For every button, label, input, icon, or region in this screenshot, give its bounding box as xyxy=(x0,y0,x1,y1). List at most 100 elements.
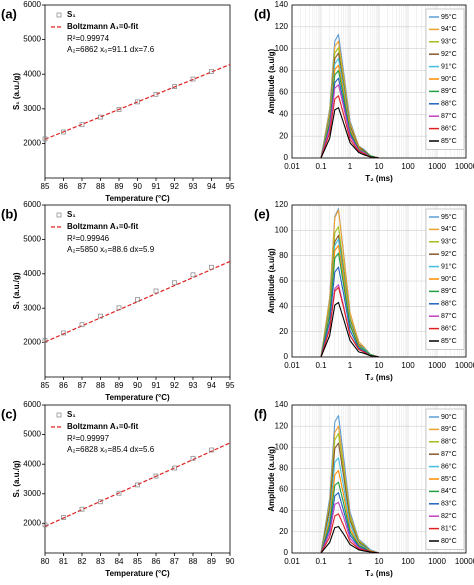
y-tick-label: 20 xyxy=(279,131,288,140)
y-tick-label: 6000 xyxy=(23,0,41,9)
x-tick-label: 0.1 xyxy=(315,162,327,171)
data-point xyxy=(98,313,103,319)
legend-marker xyxy=(56,212,62,218)
data-point xyxy=(172,84,177,90)
legend-label: 93°C xyxy=(441,38,457,46)
data-point xyxy=(153,473,159,479)
legend-label: 85°C xyxy=(441,475,457,483)
fit-line xyxy=(44,63,231,140)
legend-label: 91°C xyxy=(441,62,457,70)
y-tick-label: 100 xyxy=(275,442,289,451)
series-line xyxy=(320,526,380,554)
x-tick-label: 0.01 xyxy=(284,162,300,171)
y-tick-label: 140 xyxy=(275,0,289,9)
y-tick-label: 6000 xyxy=(23,200,41,209)
x-tick-label: 1000 xyxy=(428,557,446,566)
x-tick-label: 86 xyxy=(59,381,68,390)
fit-line xyxy=(44,442,231,527)
legend-label: 87°C xyxy=(441,112,457,120)
legend-label: 90°C xyxy=(441,275,457,283)
y-tick-label: 40 xyxy=(279,506,288,515)
legend-label: 94°C xyxy=(441,225,457,233)
annotation: R²=0.99946 xyxy=(67,234,110,243)
series-line xyxy=(320,107,380,159)
data-point xyxy=(153,91,159,97)
plot-frame xyxy=(44,4,231,179)
y-tick-label: 2000 xyxy=(23,139,41,148)
x-tick-label: 87 xyxy=(78,381,87,390)
y-tick-label: 100 xyxy=(275,225,289,234)
data-point xyxy=(153,288,159,294)
y-axis-title: S₁ (a.u./g) xyxy=(12,460,21,497)
data-point xyxy=(61,330,66,336)
x-tick-label: 1000 xyxy=(428,361,446,370)
legend-label: 83°C xyxy=(441,500,457,508)
x-tick-label: 93 xyxy=(189,182,198,191)
y-tick-label: 20 xyxy=(279,527,288,536)
fit-line xyxy=(44,260,231,343)
annotation: A₂=6828 x₀=85.4 dx=5.6 xyxy=(67,445,155,454)
y-tick-label: 5000 xyxy=(23,235,41,244)
legend-label: 89°C xyxy=(441,87,457,95)
x-tick-label: 90 xyxy=(133,182,142,191)
legend-label: 82°C xyxy=(441,512,457,520)
x-tick-label: 94 xyxy=(207,381,216,390)
legend-marker xyxy=(56,12,62,18)
x-axis-title: Temperature (°C) xyxy=(105,569,170,578)
x-axis-title: T₂ (ms) xyxy=(365,569,393,578)
y-axis-title: Amplitude (a.u/g) xyxy=(267,49,276,115)
x-tick-label: 1 xyxy=(348,361,353,370)
x-tick-label: 85 xyxy=(41,381,50,390)
x-axis-title: T₂ (ms) xyxy=(365,373,393,382)
x-tick-label: 88 xyxy=(96,381,105,390)
y-tick-label: 3000 xyxy=(23,303,41,312)
data-point xyxy=(79,322,85,328)
legend-label: 87°C xyxy=(441,450,457,458)
y-tick-label: 120 xyxy=(275,421,289,430)
x-tick-label: 89 xyxy=(207,557,216,566)
series-line xyxy=(320,70,380,159)
panel-label: (d) xyxy=(254,6,271,21)
y-tick-label: 5000 xyxy=(23,35,41,44)
legend-label: Boltzmann A₁=0-fit xyxy=(67,222,139,231)
data-point xyxy=(61,515,66,520)
data-point xyxy=(190,455,196,461)
y-tick-label: 2000 xyxy=(23,338,41,347)
legend-label: 86°C xyxy=(441,324,457,332)
legend-label: S₁ xyxy=(67,10,76,19)
y-tick-label: 80 xyxy=(279,464,288,473)
data-point xyxy=(42,522,48,528)
legend-label: 91°C xyxy=(441,262,457,270)
x-tick-label: 100 xyxy=(401,162,415,171)
series-line xyxy=(320,301,380,358)
legend-label: 80°C xyxy=(441,537,457,545)
panel-label: (c) xyxy=(1,406,17,421)
data-point xyxy=(116,490,122,496)
data-point xyxy=(135,482,140,488)
y-tick-label: 40 xyxy=(279,109,288,118)
x-tick-label: 88 xyxy=(96,182,105,191)
panel-label: (a) xyxy=(1,6,17,21)
y-tick-label: 2000 xyxy=(23,519,41,528)
legend-label: 81°C xyxy=(441,524,457,532)
data-point xyxy=(116,107,122,112)
data-point xyxy=(135,99,140,105)
y-tick-label: 20 xyxy=(279,327,288,336)
panel-label: (e) xyxy=(254,206,270,221)
legend-label: Boltzmann A₁=0-fit xyxy=(67,22,139,31)
x-tick-label: 84 xyxy=(115,557,124,566)
x-tick-label: 10 xyxy=(375,557,384,566)
y-tick-label: 40 xyxy=(279,301,288,310)
y-tick-label: 100 xyxy=(275,44,289,53)
x-axis-title: Temperature (°C) xyxy=(105,393,170,402)
x-tick-label: 81 xyxy=(59,557,68,566)
legend-label: 89°C xyxy=(441,287,457,295)
x-tick-label: 83 xyxy=(96,557,105,566)
y-tick-label: 60 xyxy=(279,485,288,494)
x-tick-label: 86 xyxy=(59,182,68,191)
x-tick-label: 86 xyxy=(152,557,161,566)
legend-label: 92°C xyxy=(441,250,457,258)
data-point xyxy=(61,129,66,135)
